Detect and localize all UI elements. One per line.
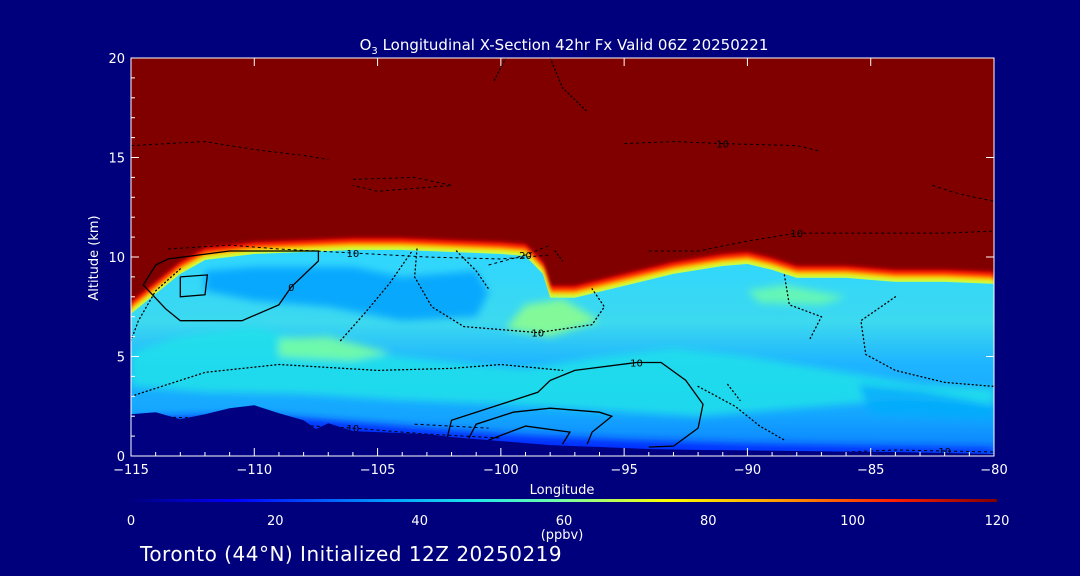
dotted-contour-label: 10 <box>531 329 544 340</box>
solid-contour-label: 0 <box>288 283 294 294</box>
plot-area: 0 10 10 20 10 10 10 10 10 <box>131 58 994 458</box>
colorbar-tick-label: 0 <box>127 514 135 529</box>
ozone-band <box>278 336 390 361</box>
dashed-contour-label: 20 <box>519 251 532 262</box>
y-axis: 0 5 10 15 20 <box>108 52 994 465</box>
dotted-contour: 10 <box>413 248 606 340</box>
x-axis-label: Longitude <box>530 483 595 498</box>
colorbar-tick-label: 80 <box>700 514 717 529</box>
dotted-contour-line <box>549 58 588 113</box>
contours: 0 10 10 20 10 10 10 10 10 <box>131 58 994 458</box>
colorbar-tick-label: 120 <box>985 514 1010 529</box>
solid-contour-line <box>488 425 571 445</box>
x-tick-label: −115 <box>113 463 149 478</box>
y-tick-label: 20 <box>108 52 125 67</box>
ozone-band <box>205 267 489 321</box>
solid-contour-line <box>179 274 209 298</box>
dotted-contour-line <box>413 248 606 334</box>
dashed-contour-label: 10 <box>347 249 360 260</box>
colorbar-ticks: 0 20 40 60 80 100 120 <box>127 514 1010 529</box>
x-tick-label: −90 <box>734 463 761 478</box>
colorbar: 0 20 40 60 80 100 120 (ppbv) <box>127 499 1010 543</box>
solid-contour-line <box>468 407 614 445</box>
dotted-contour <box>492 58 507 83</box>
dotted-contour <box>549 58 588 113</box>
ozone-band <box>747 284 847 305</box>
dotted-contour-line <box>860 296 994 388</box>
dotted-contour-line <box>131 268 181 342</box>
y-axis-label: Altitude (km) <box>87 215 102 300</box>
dotted-contour <box>455 250 490 290</box>
dotted-contour <box>697 385 786 441</box>
dashed-contour: 10 <box>648 229 994 252</box>
dashed-contour-line <box>488 244 551 266</box>
dashed-contour-line <box>648 230 994 252</box>
dashed-contour: 20 <box>488 244 551 266</box>
dotted-contour-line <box>783 274 823 342</box>
dotted-contour-line <box>492 58 507 83</box>
ozone-bands <box>131 267 994 456</box>
dashed-contour <box>932 184 994 202</box>
dotted-contour-line <box>697 385 786 441</box>
y-tick-label: 0 <box>117 450 125 465</box>
y-tick-label: 5 <box>117 351 125 366</box>
dashed-contour-line <box>167 244 551 260</box>
colorbar-tick-label: 40 <box>411 514 428 529</box>
dashed-contour-label: 10 <box>790 229 803 240</box>
colorbar-tick-label: 60 <box>556 514 573 529</box>
dashed-contour-line <box>932 184 994 202</box>
solid-contour-line <box>445 361 704 448</box>
dotted-contour <box>727 383 741 401</box>
dashed-contour <box>352 176 452 192</box>
dotted-contour <box>131 268 181 342</box>
colorbar-tick-label: 20 <box>267 514 284 529</box>
y-tick-label: 15 <box>108 152 125 167</box>
chart-title: O3 Longitudinal X-Section 42hr Fx Valid … <box>360 36 769 57</box>
dashed-contour-label: 10 <box>716 140 729 151</box>
solid-contour <box>488 425 571 445</box>
terrain-mask <box>131 405 994 456</box>
x-tick-label: −105 <box>360 463 396 478</box>
dashed-contour: 10 <box>624 140 822 152</box>
solid-contour: 10 <box>445 359 704 448</box>
x-tick-label: −100 <box>483 463 519 478</box>
dashed-contour-label: 10 <box>938 447 951 458</box>
x-tick-label: −95 <box>610 463 637 478</box>
dotted-contour <box>860 296 994 388</box>
dashed-contour-line <box>624 141 822 152</box>
dashed-contour-line <box>414 423 489 429</box>
dotted-contour-line <box>455 250 490 290</box>
dashed-contour-line <box>352 176 452 192</box>
dotted-contour <box>783 274 823 342</box>
solid-contour-label: 10 <box>630 359 643 370</box>
dashed-contour-line <box>131 141 329 160</box>
x-axis: −115 −110 −105 −100 −95 −90 −85 −80 <box>113 58 1008 478</box>
solid-contour-line <box>142 250 320 322</box>
colorbar-units: (ppbv) <box>541 528 584 543</box>
colorbar-tick-label: 100 <box>840 514 865 529</box>
solid-contour <box>179 274 209 298</box>
dashed-contour-label: 10 <box>347 424 360 435</box>
dotted-contour-line <box>727 383 741 401</box>
colorbar-ramp <box>131 499 997 502</box>
dashed-contour <box>131 141 329 160</box>
ozone-band <box>131 326 994 417</box>
initialization-caption: Toronto (44°N) Initialized 12Z 20250219 <box>140 542 563 566</box>
dotted-contour-line <box>339 250 413 342</box>
x-tick-label: −85 <box>857 463 884 478</box>
dashed-contour <box>414 423 489 429</box>
ozone-band <box>858 384 994 421</box>
dotted-contour <box>339 250 413 342</box>
x-tick-label: −110 <box>236 463 272 478</box>
solid-contour <box>468 407 614 445</box>
x-tick-label: −80 <box>980 463 1007 478</box>
dashed-contour: 10 <box>167 244 551 260</box>
solid-contour: 0 <box>142 250 320 322</box>
y-tick-label: 10 <box>108 251 125 266</box>
